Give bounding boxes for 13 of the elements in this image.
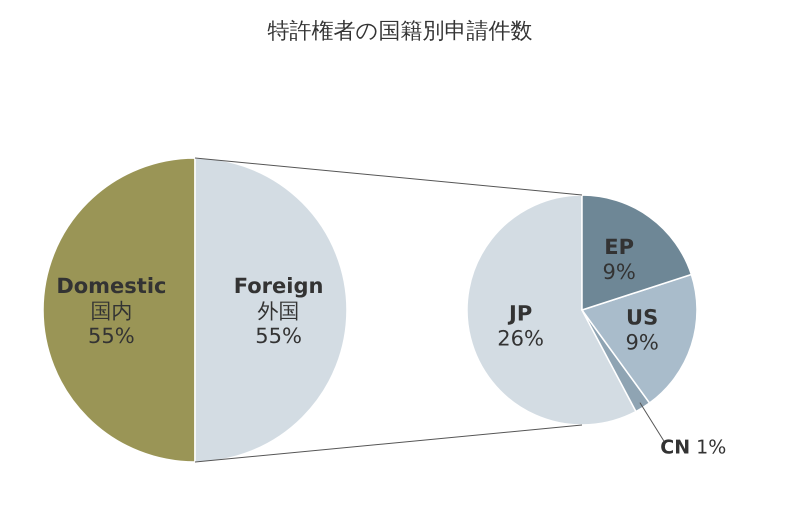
data-label: 9% [625,330,659,355]
slice-label: Domestic 国内 [56,274,166,323]
data-label: 9% [602,260,636,284]
data-label: 26% [497,326,544,350]
slice-label: JP [507,301,532,326]
slice-label: Foreign 外国 [234,274,324,323]
data-label: 55% [88,324,135,348]
slice-label: EP [604,234,634,259]
data-label: 55% [255,324,302,348]
slice-label: US [626,306,658,330]
text: 特許権者の国籍別申請件数 [268,19,532,44]
slice-label: CN [660,436,690,459]
data-label: 1% [690,436,726,459]
